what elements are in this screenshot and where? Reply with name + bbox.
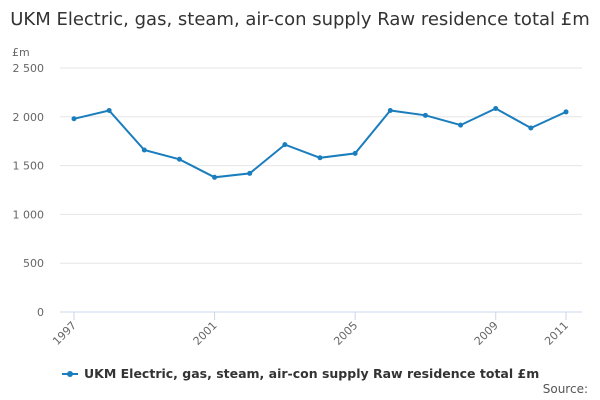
legend[interactable]: UKM Electric, gas, steam, air-con supply… [62, 366, 539, 381]
data-point [282, 142, 288, 148]
data-point [352, 150, 358, 156]
y-tick-label: 2 000 [13, 111, 45, 124]
x-tick-label: 2001 [191, 319, 220, 348]
x-tick-label: 2009 [472, 319, 501, 348]
x-tick-label: 1997 [50, 319, 79, 348]
y-tick-label: 1 500 [13, 160, 45, 173]
data-point [422, 112, 428, 118]
data-point [317, 155, 323, 161]
x-tick-label: 2005 [331, 319, 360, 348]
data-point [106, 107, 112, 113]
x-tick-label: 2011 [542, 319, 571, 348]
series-layer [71, 106, 569, 180]
source-label: Source: [542, 382, 588, 396]
data-point [493, 106, 499, 112]
data-point [141, 147, 147, 153]
gridlines [60, 67, 582, 264]
legend-label: UKM Electric, gas, steam, air-con supply… [84, 366, 540, 381]
data-point [387, 107, 393, 113]
chart-title: UKM Electric, gas, steam, air-con supply… [10, 9, 590, 30]
data-point [212, 174, 218, 180]
data-point [458, 122, 464, 128]
data-point [563, 109, 569, 115]
data-point [71, 116, 77, 122]
legend-swatch-icon [62, 369, 78, 379]
data-point [176, 156, 182, 162]
axes [60, 311, 582, 320]
tick-labels: 0 500 1 000 1 500 2 000 2 500 £m 1997 2001 2005 20… [12, 46, 571, 348]
data-point [247, 170, 253, 176]
y-tick-label: 500 [23, 257, 44, 270]
y-axis-unit-label: £m [12, 46, 30, 59]
y-tick-label: 2 500 [13, 62, 45, 75]
data-point [528, 125, 534, 131]
y-tick-label: 0 [37, 306, 44, 319]
series-line [73, 107, 567, 179]
y-tick-label: 1 000 [13, 208, 45, 221]
